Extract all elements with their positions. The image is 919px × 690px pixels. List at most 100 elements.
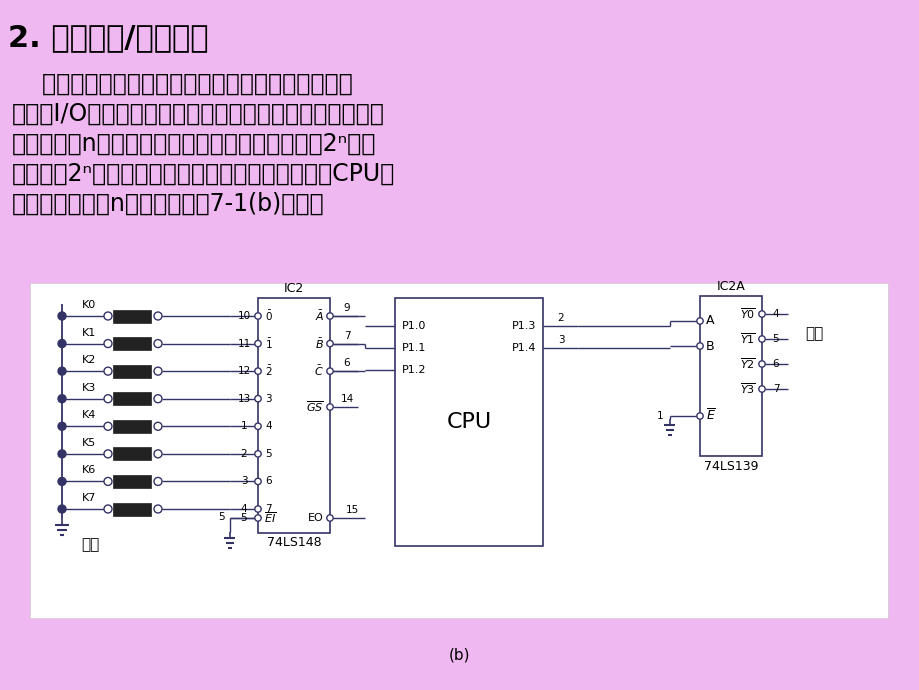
Text: P1.2: P1.2 bbox=[402, 365, 426, 375]
Text: 9: 9 bbox=[344, 303, 350, 313]
Bar bbox=[113, 447, 151, 460]
Text: 接时，也只需要n个引脚，如图7-1(b)所示。: 接时，也只需要n个引脚，如图7-1(b)所示。 bbox=[12, 192, 324, 216]
Text: 3: 3 bbox=[557, 335, 563, 345]
Circle shape bbox=[104, 367, 112, 375]
Text: $\overline{E}$: $\overline{E}$ bbox=[705, 408, 715, 424]
Text: 例如，对于n条输出引脚，经过译码后，可以控制2ⁿ个设: 例如，对于n条输出引脚，经过译码后，可以控制2ⁿ个设 bbox=[12, 132, 376, 156]
Circle shape bbox=[104, 395, 112, 403]
Text: 5: 5 bbox=[265, 449, 271, 459]
Circle shape bbox=[326, 515, 333, 521]
Circle shape bbox=[58, 339, 66, 348]
Text: K0: K0 bbox=[82, 300, 96, 310]
Text: K1: K1 bbox=[82, 328, 96, 337]
Circle shape bbox=[153, 477, 162, 486]
Text: 5: 5 bbox=[772, 334, 778, 344]
Circle shape bbox=[58, 505, 66, 513]
Circle shape bbox=[153, 422, 162, 431]
Circle shape bbox=[696, 318, 702, 324]
Circle shape bbox=[696, 413, 702, 420]
Text: P1.0: P1.0 bbox=[402, 321, 425, 331]
Text: 在这种方式中，将若干条用途相同（均为输入或输: 在这种方式中，将若干条用途相同（均为输入或输 bbox=[12, 72, 352, 96]
Text: P1.3: P1.3 bbox=[511, 321, 536, 331]
Circle shape bbox=[326, 340, 333, 347]
Text: $\bar{C}$: $\bar{C}$ bbox=[314, 364, 323, 378]
Circle shape bbox=[153, 367, 162, 375]
Circle shape bbox=[696, 343, 702, 349]
Bar bbox=[699, 296, 761, 456]
Circle shape bbox=[58, 367, 66, 375]
Text: 10: 10 bbox=[237, 311, 250, 321]
Circle shape bbox=[104, 339, 112, 348]
Circle shape bbox=[255, 423, 261, 429]
Circle shape bbox=[255, 368, 261, 375]
Circle shape bbox=[104, 422, 112, 431]
Circle shape bbox=[255, 515, 261, 521]
Text: 2: 2 bbox=[241, 449, 247, 459]
Circle shape bbox=[153, 395, 162, 403]
Text: A: A bbox=[705, 315, 714, 328]
Text: 2. 编码输入/输出方式: 2. 编码输入/输出方式 bbox=[8, 23, 209, 52]
Circle shape bbox=[255, 506, 261, 512]
Text: $\bar{0}$: $\bar{0}$ bbox=[265, 309, 273, 323]
Circle shape bbox=[104, 450, 112, 458]
Text: B: B bbox=[705, 339, 714, 353]
Text: 备；对于2ⁿ个不同时有效的输入量，经过编码器与CPU连: 备；对于2ⁿ个不同时有效的输入量，经过编码器与CPU连 bbox=[12, 162, 395, 186]
Text: K7: K7 bbox=[82, 493, 96, 503]
Text: K6: K6 bbox=[82, 466, 96, 475]
Text: 6: 6 bbox=[344, 358, 350, 368]
Circle shape bbox=[326, 368, 333, 375]
Bar bbox=[113, 420, 151, 433]
Circle shape bbox=[104, 477, 112, 486]
Text: 7: 7 bbox=[265, 504, 271, 514]
Circle shape bbox=[104, 312, 112, 320]
Circle shape bbox=[758, 336, 765, 342]
Circle shape bbox=[153, 312, 162, 320]
Circle shape bbox=[326, 404, 333, 410]
Circle shape bbox=[153, 505, 162, 513]
Bar bbox=[113, 392, 151, 405]
Text: 2: 2 bbox=[557, 313, 563, 323]
Text: $\overline{Y3}$: $\overline{Y3}$ bbox=[739, 382, 755, 396]
Text: K3: K3 bbox=[82, 383, 96, 393]
Circle shape bbox=[255, 313, 261, 319]
Text: 6: 6 bbox=[265, 476, 271, 486]
Text: IC2A: IC2A bbox=[716, 281, 744, 293]
Bar bbox=[113, 337, 151, 350]
Text: $\overline{Y1}$: $\overline{Y1}$ bbox=[739, 332, 755, 346]
Text: $\bar{B}$: $\bar{B}$ bbox=[314, 337, 323, 351]
Bar bbox=[394, 298, 542, 546]
Text: K5: K5 bbox=[82, 438, 96, 448]
Text: P1.1: P1.1 bbox=[402, 343, 425, 353]
Text: K4: K4 bbox=[82, 411, 96, 420]
Text: $\overline{GS}$: $\overline{GS}$ bbox=[306, 400, 323, 414]
Bar bbox=[113, 502, 151, 515]
Text: 15: 15 bbox=[345, 505, 358, 515]
Circle shape bbox=[326, 313, 333, 319]
Text: 13: 13 bbox=[237, 394, 250, 404]
Circle shape bbox=[758, 386, 765, 392]
Circle shape bbox=[255, 451, 261, 457]
Text: EO: EO bbox=[308, 513, 323, 523]
Text: K2: K2 bbox=[82, 355, 96, 365]
Text: 3: 3 bbox=[265, 394, 271, 404]
Text: 7: 7 bbox=[344, 331, 350, 341]
Circle shape bbox=[758, 361, 765, 367]
Circle shape bbox=[58, 395, 66, 403]
Circle shape bbox=[58, 450, 66, 458]
Text: 11: 11 bbox=[237, 339, 250, 348]
Bar bbox=[30, 283, 887, 618]
Text: 3: 3 bbox=[241, 476, 247, 486]
Text: $\bar{1}$: $\bar{1}$ bbox=[265, 337, 272, 351]
Circle shape bbox=[153, 339, 162, 348]
Text: P1.4: P1.4 bbox=[511, 343, 536, 353]
Text: 4: 4 bbox=[265, 422, 271, 431]
Circle shape bbox=[255, 395, 261, 402]
Text: 74LS139: 74LS139 bbox=[703, 460, 757, 473]
Text: 4: 4 bbox=[241, 504, 247, 514]
Circle shape bbox=[153, 450, 162, 458]
Text: 输入: 输入 bbox=[81, 537, 99, 552]
Text: 输出: 输出 bbox=[804, 326, 823, 342]
Text: $\overline{Y2}$: $\overline{Y2}$ bbox=[739, 357, 755, 371]
Text: IC2: IC2 bbox=[284, 282, 304, 295]
Text: 出）的I/O引脚组合在一起，按二进制编码后输入或输出。: 出）的I/O引脚组合在一起，按二进制编码后输入或输出。 bbox=[12, 102, 384, 126]
